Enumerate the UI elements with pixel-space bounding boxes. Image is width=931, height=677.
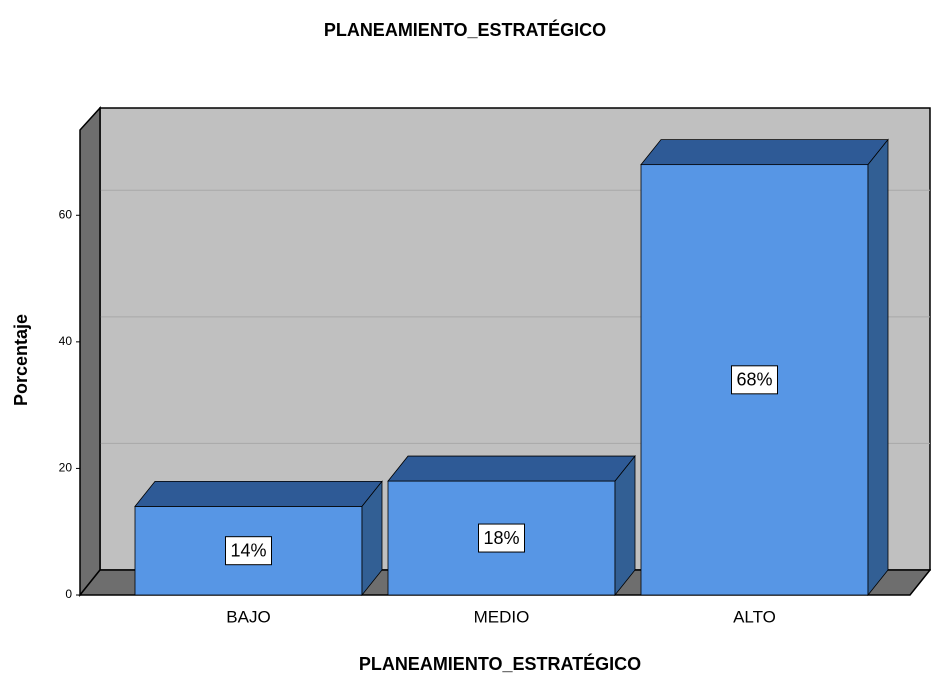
value-label: 18% bbox=[483, 528, 519, 548]
y-axis-label: Porcentaje bbox=[11, 314, 31, 406]
bar-top bbox=[387, 455, 636, 482]
y-tick-label: 60 bbox=[59, 207, 73, 221]
value-label: 14% bbox=[230, 540, 266, 560]
value-label-box bbox=[225, 536, 272, 566]
bar-side bbox=[867, 138, 889, 597]
x-axis-label: PLANEAMIENTO_ESTRATÉGICO bbox=[359, 653, 641, 674]
bar-side bbox=[361, 480, 383, 597]
value-label-box bbox=[731, 365, 778, 395]
bar-side bbox=[614, 454, 636, 597]
y-tick-label: 40 bbox=[59, 334, 73, 348]
chart-title: PLANEAMIENTO_ESTRATÉGICO bbox=[324, 19, 606, 40]
x-tick-label: ALTO bbox=[733, 607, 776, 626]
bar-top bbox=[640, 139, 889, 166]
value-label: 68% bbox=[736, 370, 772, 390]
y-tick-label: 20 bbox=[59, 461, 73, 475]
y-tick-label: 0 bbox=[65, 587, 72, 601]
x-tick-label: MEDIO bbox=[474, 607, 530, 626]
value-label-box bbox=[478, 523, 525, 553]
left-wall bbox=[79, 106, 101, 598]
x-tick-label: BAJO bbox=[226, 607, 270, 626]
bar-top bbox=[134, 480, 383, 507]
